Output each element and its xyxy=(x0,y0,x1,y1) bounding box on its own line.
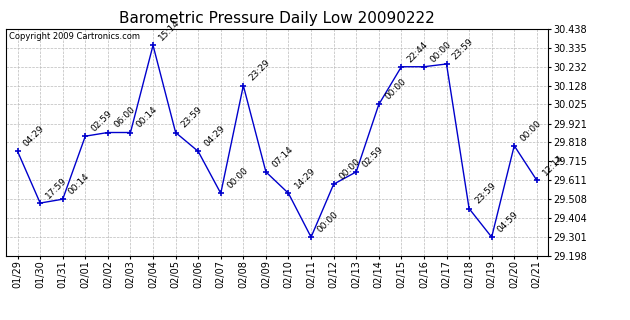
Text: 02:59: 02:59 xyxy=(89,109,114,133)
Text: 23:59: 23:59 xyxy=(450,36,475,61)
Text: 14:29: 14:29 xyxy=(293,166,317,190)
Text: 23:59: 23:59 xyxy=(473,181,498,206)
Text: 00:00: 00:00 xyxy=(428,39,453,64)
Title: Barometric Pressure Daily Low 20090222: Barometric Pressure Daily Low 20090222 xyxy=(119,11,435,26)
Text: 07:14: 07:14 xyxy=(270,145,295,169)
Text: 04:59: 04:59 xyxy=(496,210,520,234)
Text: 00:00: 00:00 xyxy=(225,166,249,190)
Text: 00:00: 00:00 xyxy=(518,118,543,143)
Text: 23:29: 23:29 xyxy=(248,58,272,83)
Text: 06:00: 06:00 xyxy=(112,105,137,130)
Text: 17:59: 17:59 xyxy=(44,176,69,200)
Text: 22:44: 22:44 xyxy=(406,40,430,64)
Text: 00:14: 00:14 xyxy=(135,105,159,130)
Text: 00:00: 00:00 xyxy=(338,157,362,181)
Text: 12:14: 12:14 xyxy=(541,153,566,178)
Text: Copyright 2009 Cartronics.com: Copyright 2009 Cartronics.com xyxy=(9,32,140,41)
Text: 04:29: 04:29 xyxy=(202,124,227,148)
Text: 00:14: 00:14 xyxy=(67,172,91,196)
Text: 02:59: 02:59 xyxy=(360,145,385,169)
Text: 04:29: 04:29 xyxy=(22,124,46,148)
Text: 23:59: 23:59 xyxy=(180,105,204,130)
Text: 00:00: 00:00 xyxy=(315,210,340,234)
Text: 15:14: 15:14 xyxy=(158,18,182,43)
Text: 00:00: 00:00 xyxy=(383,77,408,102)
